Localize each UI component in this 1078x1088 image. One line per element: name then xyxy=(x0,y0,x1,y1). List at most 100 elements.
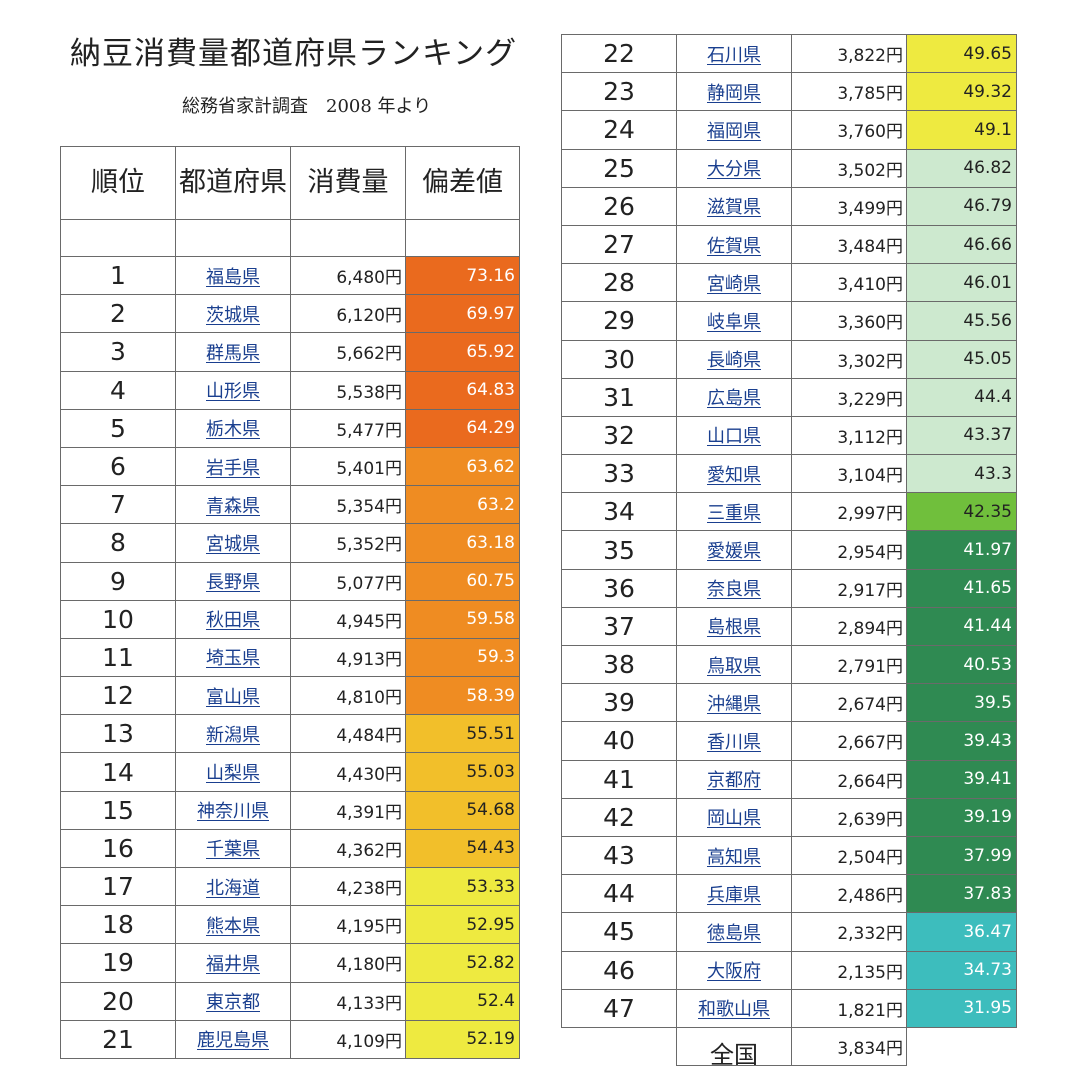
prefecture-link[interactable]: 大阪府 xyxy=(707,961,761,983)
prefecture-link[interactable]: 山梨県 xyxy=(206,763,260,785)
prefecture-link[interactable]: 長崎県 xyxy=(707,350,761,372)
prefecture-link[interactable]: 鳥取県 xyxy=(707,655,761,677)
prefecture-link[interactable]: 佐賀県 xyxy=(707,235,761,257)
rank-cell: 11 xyxy=(60,637,176,678)
prefecture-link[interactable]: 島根県 xyxy=(707,617,761,639)
prefecture-link[interactable]: 鹿児島県 xyxy=(197,1030,269,1052)
prefecture-link[interactable]: 奈良県 xyxy=(707,579,761,601)
page-title: 納豆消費量都道府県ランキング xyxy=(70,36,518,72)
rank-cell: 25 xyxy=(561,148,677,188)
prefecture-cell: 奈良県 xyxy=(676,568,792,608)
prefecture-link[interactable]: 茨城県 xyxy=(206,304,260,326)
rank-cell: 12 xyxy=(60,676,176,716)
prefecture-link[interactable]: 東京都 xyxy=(206,992,260,1014)
header-deviation: 偏差値 xyxy=(405,146,520,220)
consumption-cell: 2,917円 xyxy=(791,568,907,608)
prefecture-link[interactable]: 千葉県 xyxy=(206,839,260,861)
prefecture-link[interactable]: 愛知県 xyxy=(707,464,761,486)
deviation-cell: 39.5 xyxy=(906,683,1017,723)
consumption-cell: 4,238円 xyxy=(290,866,406,907)
rank-cell: 47 xyxy=(561,988,677,1028)
prefecture-link[interactable]: 熊本県 xyxy=(206,915,260,937)
prefecture-link[interactable]: 岡山県 xyxy=(707,808,761,830)
prefecture-link[interactable]: 福岡県 xyxy=(707,120,761,142)
prefecture-link[interactable]: 栃木県 xyxy=(206,419,260,441)
prefecture-link[interactable]: 山形県 xyxy=(206,381,260,403)
consumption-cell: 3,112円 xyxy=(791,415,907,456)
header-rank: 順位 xyxy=(60,146,176,220)
deviation-cell: 40.53 xyxy=(906,644,1017,685)
prefecture-cell: 長崎県 xyxy=(676,339,792,379)
prefecture-cell: 福島県 xyxy=(175,255,291,296)
consumption-cell: 3,502円 xyxy=(791,148,907,188)
deviation-cell: 53.33 xyxy=(405,866,520,907)
deviation-cell: 49.32 xyxy=(906,72,1017,112)
prefecture-link[interactable]: 福井県 xyxy=(206,953,260,975)
prefecture-link[interactable]: 高知県 xyxy=(707,846,761,868)
header-prefecture: 都道府県 xyxy=(175,146,291,220)
prefecture-link[interactable]: 宮崎県 xyxy=(707,273,761,295)
consumption-cell: 3,104円 xyxy=(791,454,907,494)
prefecture-link[interactable]: 香川県 xyxy=(707,731,761,753)
prefecture-link[interactable]: 青森県 xyxy=(206,495,260,517)
table-row: 32 山口県 3,112円 43.37 xyxy=(561,415,1017,456)
prefecture-link[interactable]: 徳島県 xyxy=(707,922,761,944)
prefecture-link[interactable]: 三重県 xyxy=(707,502,761,524)
prefecture-link[interactable]: 埼玉県 xyxy=(206,648,260,670)
table-row: 3 群馬県 5,662円 65.92 xyxy=(60,332,520,372)
prefecture-cell: 広島県 xyxy=(676,377,792,417)
rank-cell: 4 xyxy=(60,370,176,410)
prefecture-cell: 東京都 xyxy=(175,981,291,1021)
prefecture-link[interactable]: 沖縄県 xyxy=(707,693,761,715)
table-row: 23 静岡県 3,785円 49.32 xyxy=(561,72,1017,112)
prefecture-cell: 静岡県 xyxy=(676,72,792,112)
prefecture-link[interactable]: 滋賀県 xyxy=(707,197,761,219)
rank-cell: 29 xyxy=(561,301,677,341)
table-row: 38 鳥取県 2,791円 40.53 xyxy=(561,644,1017,685)
prefecture-cell: 熊本県 xyxy=(175,905,291,945)
table-row: 21 鹿児島県 4,109円 52.19 xyxy=(60,1019,520,1059)
header-blank-cell xyxy=(405,219,520,257)
prefecture-link[interactable]: 広島県 xyxy=(707,388,761,410)
table-row: 31 広島県 3,229円 44.4 xyxy=(561,377,1017,417)
prefecture-cell: 愛知県 xyxy=(676,454,792,494)
deviation-cell: 41.97 xyxy=(906,530,1017,570)
prefecture-link[interactable]: 石川県 xyxy=(707,44,761,66)
rank-cell: 23 xyxy=(561,72,677,112)
prefecture-link[interactable]: 秋田県 xyxy=(206,610,260,632)
prefecture-link[interactable]: 神奈川県 xyxy=(197,801,269,823)
consumption-cell: 6,120円 xyxy=(290,294,406,334)
prefecture-cell: 香川県 xyxy=(676,721,792,761)
rank-cell: 46 xyxy=(561,950,677,990)
prefecture-link[interactable]: 山口県 xyxy=(707,426,761,448)
prefecture-link[interactable]: 群馬県 xyxy=(206,342,260,364)
deviation-cell: 63.2 xyxy=(405,485,520,525)
table-row: 14 山梨県 4,430円 55.03 xyxy=(60,752,520,792)
prefecture-link[interactable]: 静岡県 xyxy=(707,82,761,104)
prefecture-cell: 福岡県 xyxy=(676,110,792,150)
prefecture-link[interactable]: 北海道 xyxy=(206,877,260,899)
prefecture-link[interactable]: 愛媛県 xyxy=(707,541,761,563)
rank-cell: 20 xyxy=(60,981,176,1021)
prefecture-link[interactable]: 福島県 xyxy=(206,266,260,288)
deviation-cell: 46.01 xyxy=(906,263,1017,303)
prefecture-link[interactable]: 和歌山県 xyxy=(698,999,770,1021)
prefecture-cell: 宮城県 xyxy=(175,523,291,563)
prefecture-link[interactable]: 岩手県 xyxy=(206,457,260,479)
prefecture-link[interactable]: 兵庫県 xyxy=(707,884,761,906)
prefecture-link[interactable]: 新潟県 xyxy=(206,724,260,746)
rank-cell: 32 xyxy=(561,415,677,456)
blank-cell xyxy=(907,1027,1017,1065)
deviation-cell: 36.47 xyxy=(906,912,1017,952)
prefecture-cell: 和歌山県 xyxy=(676,988,792,1028)
prefecture-link[interactable]: 宮城県 xyxy=(206,533,260,555)
prefecture-link[interactable]: 富山県 xyxy=(206,686,260,708)
prefecture-link[interactable]: 岐阜県 xyxy=(707,311,761,333)
consumption-cell: 4,430円 xyxy=(290,752,406,792)
table-row: 4 山形県 5,538円 64.83 xyxy=(60,370,520,410)
deviation-cell: 52.4 xyxy=(405,981,520,1021)
prefecture-cell: 兵庫県 xyxy=(676,874,792,914)
prefecture-link[interactable]: 長野県 xyxy=(206,572,260,594)
prefecture-link[interactable]: 京都府 xyxy=(707,770,761,792)
prefecture-link[interactable]: 大分県 xyxy=(707,159,761,181)
